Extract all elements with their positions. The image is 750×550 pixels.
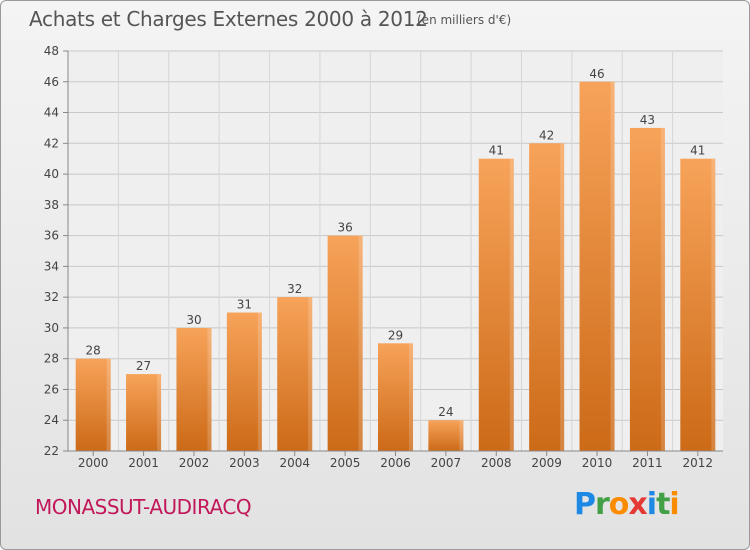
logo-letter: P (574, 487, 596, 522)
bar-highlight (711, 158, 716, 451)
bar-2007 (428, 420, 464, 451)
proxiti-logo: Proxiti (574, 487, 680, 522)
x-tick-label: 2008 (481, 456, 512, 470)
x-tick-label: 2003 (229, 456, 260, 470)
x-tick-label: 2009 (531, 456, 562, 470)
y-tick-label: 24 (44, 413, 59, 427)
logo-letter: o (608, 487, 630, 522)
bar-highlight (509, 158, 514, 451)
x-tick-label: 2002 (179, 456, 210, 470)
bar-value-label: 27 (136, 359, 151, 373)
bar-value-label: 24 (438, 405, 453, 419)
x-tick-label: 2011 (632, 456, 663, 470)
y-tick-label: 36 (44, 229, 59, 243)
y-tick-label: 38 (44, 198, 59, 212)
chart-title: Achats et Charges Externes 2000 à 2012 (29, 7, 428, 31)
bar-highlight (660, 127, 665, 451)
x-tick-label: 2012 (683, 456, 714, 470)
y-tick-label: 40 (44, 167, 59, 181)
bar-2010 (579, 81, 615, 452)
x-tick-label: 2005 (330, 456, 361, 470)
bar-value-label: 28 (86, 344, 101, 358)
chart-subtitle: (en milliers d'€) (417, 13, 512, 27)
logo-letter: x (628, 487, 647, 522)
logo-letter: i (669, 487, 679, 522)
y-tick-label: 30 (44, 321, 59, 335)
bar-highlight (358, 235, 363, 451)
y-tick-label: 32 (44, 290, 59, 304)
logo-letter: t (656, 487, 670, 522)
bar-highlight (106, 358, 111, 451)
bar-2006 (378, 343, 413, 451)
bar-highlight (257, 312, 262, 451)
y-tick-label: 28 (44, 352, 59, 366)
bar-highlight (560, 143, 565, 452)
y-tick-label: 34 (44, 259, 59, 273)
x-tick-label: 2006 (380, 456, 411, 470)
bar-highlight (409, 343, 413, 451)
bar-2002 (176, 327, 212, 451)
bar-value-label: 46 (589, 67, 604, 81)
bar-value-label: 31 (237, 298, 252, 312)
bar-2001 (126, 374, 162, 451)
logo-letter: r (595, 487, 610, 522)
bar-highlight (308, 297, 313, 451)
logo-letter: i (646, 487, 657, 522)
bar-highlight (610, 81, 615, 452)
y-tick-label: 42 (44, 136, 59, 150)
bar-2003 (226, 312, 262, 451)
x-tick-label: 2001 (128, 456, 159, 470)
bar-highlight (157, 374, 162, 451)
x-tick-label: 2004 (279, 456, 310, 470)
bar-value-label: 41 (489, 144, 504, 158)
bar-value-label: 30 (186, 313, 201, 327)
bar-2000 (75, 358, 111, 451)
bar-value-label: 41 (690, 144, 705, 158)
axes: 22 24 26 28 30 32 34 36 38 40 42 44 46 48 2000 2001 2002… (44, 44, 723, 470)
y-tick-label: 26 (44, 382, 59, 396)
bar-highlight (207, 327, 212, 451)
bar-2011 (629, 127, 665, 451)
bar-value-label: 43 (640, 113, 655, 127)
bar-2004 (277, 297, 313, 451)
bar-2012 (680, 158, 716, 451)
y-tick-label: 48 (44, 44, 59, 58)
bar-value-label: 36 (337, 221, 352, 235)
bar-value-label: 29 (388, 328, 403, 342)
commune-name: MONASSUT-AUDIRACQ (35, 495, 252, 519)
y-tick-label: 22 (44, 444, 59, 458)
y-tick-label: 44 (44, 106, 59, 120)
bar-2009 (529, 143, 565, 452)
x-tick-label: 2007 (431, 456, 462, 470)
bar-value-label: 42 (539, 128, 554, 142)
bar-highlight (459, 420, 464, 451)
bar-value-label: 32 (287, 282, 302, 296)
x-tick-label: 2000 (78, 456, 109, 470)
bar-2005 (327, 235, 363, 451)
x-tick-label: 2010 (582, 456, 613, 470)
y-tick-label: 46 (44, 75, 59, 89)
bar-2008 (478, 158, 514, 451)
bars: 28 27 30 31 32 36 29 24 41 42 46 43 41 (75, 67, 716, 452)
